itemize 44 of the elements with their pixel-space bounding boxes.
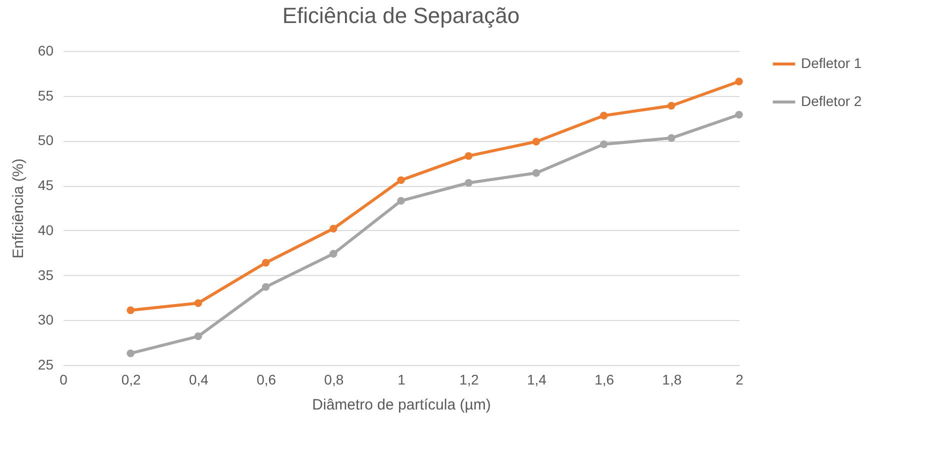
point: [668, 134, 676, 142]
x-tick-label: 0,4: [188, 372, 209, 388]
point: [668, 102, 676, 110]
point: [194, 299, 202, 307]
x-tick-label: 1,6: [594, 372, 614, 388]
y-tick-label: 40: [38, 222, 54, 238]
x-tick-label: 0: [60, 372, 68, 388]
point: [532, 169, 540, 177]
y-tick-label: 55: [38, 87, 54, 104]
point: [600, 140, 608, 148]
x-tick-label: 1,2: [459, 372, 480, 388]
x-tick-label: 1,4: [526, 372, 547, 388]
y-tick-label: 45: [38, 177, 54, 194]
point: [397, 196, 405, 205]
point: [262, 258, 270, 267]
y-tick-label: 35: [38, 266, 54, 283]
y-tick-label: 60: [38, 42, 54, 58]
y-axis-title: Enficiência (%): [10, 158, 27, 259]
legend-label: Defletor 1: [801, 55, 862, 71]
point: [464, 179, 472, 187]
point: [194, 332, 202, 340]
point: [735, 78, 743, 86]
point: [464, 152, 472, 160]
chart-title: Eficiência de Separação: [282, 3, 520, 28]
point: [330, 250, 338, 258]
point: [330, 224, 338, 232]
point: [532, 138, 540, 146]
point: [397, 176, 405, 184]
x-tick-label: 2: [736, 372, 744, 388]
y-tick-label: 50: [38, 132, 54, 148]
legend-label: Defletor 2: [801, 93, 862, 109]
point: [262, 283, 270, 291]
point: [126, 306, 134, 314]
y-tick-label: 25: [38, 356, 54, 372]
x-tick-label: 1: [398, 372, 406, 388]
x-tick-label: 1,8: [662, 372, 682, 388]
y-tick-label: 30: [38, 312, 54, 328]
point: [600, 112, 608, 120]
point: [735, 110, 743, 119]
x-tick-label: 0,2: [121, 372, 142, 388]
x-tick-label: 0,6: [256, 372, 276, 388]
x-tick-label: 0,8: [324, 372, 344, 388]
point: [126, 349, 134, 358]
x-axis-title: Diâmetro de partícula (µm): [312, 396, 491, 414]
